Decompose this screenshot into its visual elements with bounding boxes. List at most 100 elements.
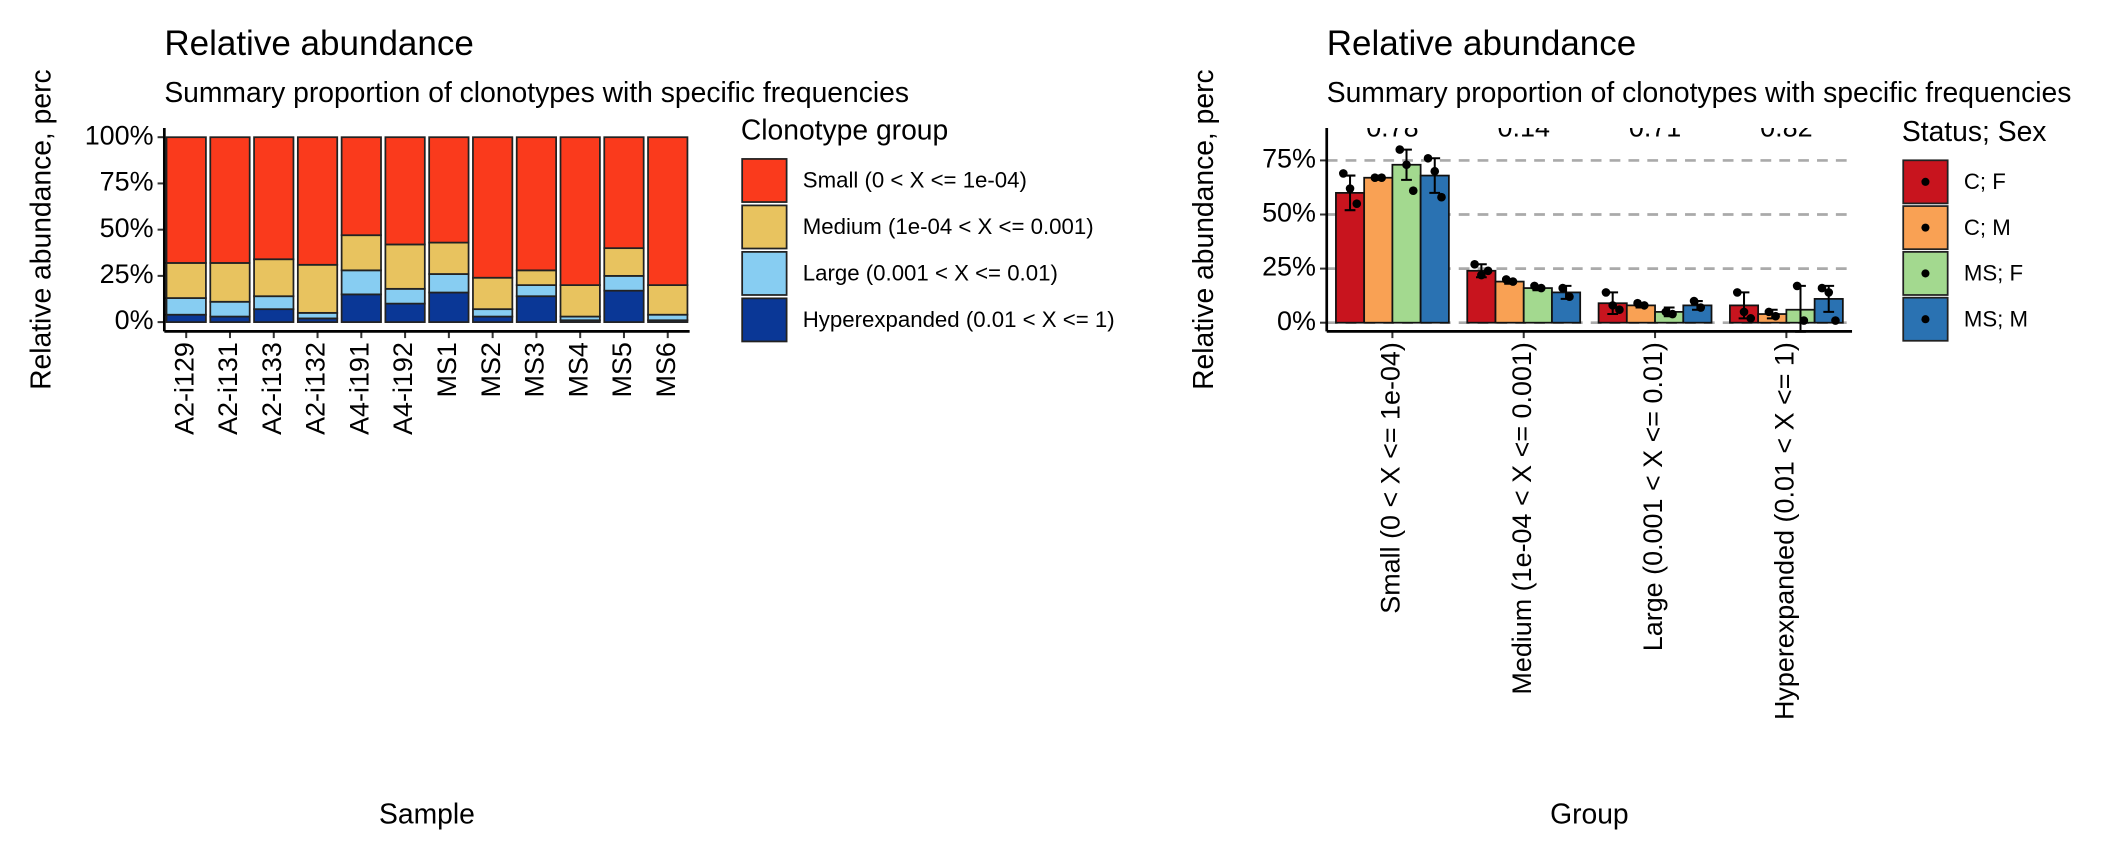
bar-segment: [472, 276, 514, 311]
legend-dot: [1921, 315, 1930, 324]
bar-segment: [340, 269, 382, 296]
bar-segment: [428, 291, 470, 323]
y-tick-label: 25%: [100, 259, 154, 289]
plot-area: 0.78 0.14 0.71 0.82: [1335, 112, 1844, 333]
x-tick-label: MS5: [607, 342, 637, 397]
bar-segment: [209, 262, 251, 303]
legend-key: [1902, 205, 1949, 251]
bar-segment: [340, 234, 382, 272]
bar-segment: [603, 247, 645, 277]
bar: [1494, 280, 1525, 324]
legend-label: Hyperexpanded (0.01 < X <= 1): [803, 307, 1115, 332]
data-point: [1501, 275, 1511, 284]
legend-label: C; M: [1964, 215, 2011, 240]
x-axis-title: Group: [1550, 798, 1629, 830]
legend-key: [741, 297, 788, 343]
p-value: 0.78: [1366, 112, 1418, 142]
legend-label: Large (0.001 < X <= 0.01): [803, 261, 1058, 286]
x-tick-label: MS6: [651, 342, 681, 397]
bar-segment: [340, 293, 382, 323]
legend-key: [741, 251, 788, 296]
bar-segment: [603, 136, 645, 250]
bar-segment: [647, 136, 689, 287]
data-point: [1558, 283, 1568, 293]
legend-label: MS; F: [1964, 261, 2023, 286]
chart-title: Relative abundance: [164, 24, 474, 63]
x-tick-label: Hyperexpanded (0.01 < X <= 1): [1769, 342, 1799, 720]
data-point: [1639, 301, 1649, 310]
bar-segment: [165, 262, 207, 299]
bar-segment: [603, 289, 645, 323]
x-tick-label: A2-i131: [213, 342, 243, 435]
data-point: [1771, 311, 1780, 321]
data-point: [1536, 283, 1546, 293]
data-point: [1792, 281, 1802, 291]
bar-segment: [253, 308, 295, 323]
legend-key: [741, 204, 788, 250]
data-point: [1345, 184, 1355, 193]
data-point: [1689, 296, 1699, 306]
data-point: [1437, 192, 1446, 202]
bar: [1363, 176, 1394, 324]
x-tick-label: A4-i191: [344, 342, 374, 435]
data-point: [1565, 292, 1574, 302]
legend-label: Medium (1e-04 < X <= 0.001): [803, 214, 1094, 239]
bar-segment: [253, 258, 295, 298]
bar-segment: [472, 136, 514, 279]
data-point: [1408, 186, 1418, 196]
data-point: [1633, 298, 1642, 308]
data-point: [1817, 283, 1827, 293]
bar-segment: [515, 295, 557, 323]
bar-segment: [515, 136, 557, 272]
p-value: 0.14: [1498, 112, 1550, 142]
bar-segment: [253, 136, 295, 261]
bar-segment: [165, 136, 207, 264]
x-tick-label: A2-i129: [169, 342, 199, 435]
legend-title: Clonotype group: [741, 113, 948, 145]
y-tick-label: 75%: [100, 167, 154, 197]
chart-title: Relative abundance: [1327, 24, 1637, 63]
x-axis-title: Sample: [379, 798, 475, 830]
bar-segment: [209, 136, 251, 264]
bar-segment: [647, 284, 689, 316]
x-tick-label: Medium (1e-04 < X <= 0.001): [1507, 342, 1537, 694]
bar-segment: [209, 300, 251, 318]
bar-segment: [165, 313, 207, 323]
x-tick-label: MS1: [432, 342, 462, 397]
data-point: [1824, 288, 1834, 297]
data-point: [1339, 169, 1348, 178]
data-point: [1377, 173, 1386, 183]
y-tick-label: 50%: [100, 213, 154, 243]
bar-segment: [165, 297, 207, 316]
y-tick-label: 75%: [1262, 144, 1316, 174]
bar-segment: [559, 136, 601, 287]
data-point: [1470, 259, 1479, 269]
p-value: 0.82: [1760, 112, 1812, 142]
bar-segment: [296, 263, 339, 314]
bar-segment: [296, 136, 339, 266]
data-point: [1746, 314, 1756, 323]
bar-segment: [384, 136, 426, 246]
data-point: [1530, 281, 1539, 291]
data-point: [1661, 307, 1671, 317]
y-axis-title: Relative abundance, perc: [25, 69, 57, 390]
data-point: [1352, 199, 1362, 209]
y-tick-label: 25%: [1262, 252, 1316, 282]
bar-segment: [428, 241, 470, 275]
x-tick-label: A4-i192: [388, 342, 418, 435]
data-point: [1696, 303, 1706, 312]
bar-segment: [384, 243, 426, 290]
y-tick-label: 0%: [1277, 306, 1316, 336]
legend-dot: [1921, 269, 1930, 278]
data-point: [1799, 316, 1809, 325]
data-point: [1395, 145, 1405, 154]
x-tick-label: Large (0.001 < X <= 0.01): [1638, 342, 1668, 651]
bar-segment: [384, 302, 426, 323]
data-point: [1764, 307, 1774, 317]
bar-segment: [428, 136, 470, 244]
bar-segment: [603, 275, 645, 292]
data-point: [1402, 160, 1411, 170]
bar: [1522, 287, 1553, 324]
data-point: [1739, 307, 1749, 317]
data-point: [1508, 277, 1518, 286]
